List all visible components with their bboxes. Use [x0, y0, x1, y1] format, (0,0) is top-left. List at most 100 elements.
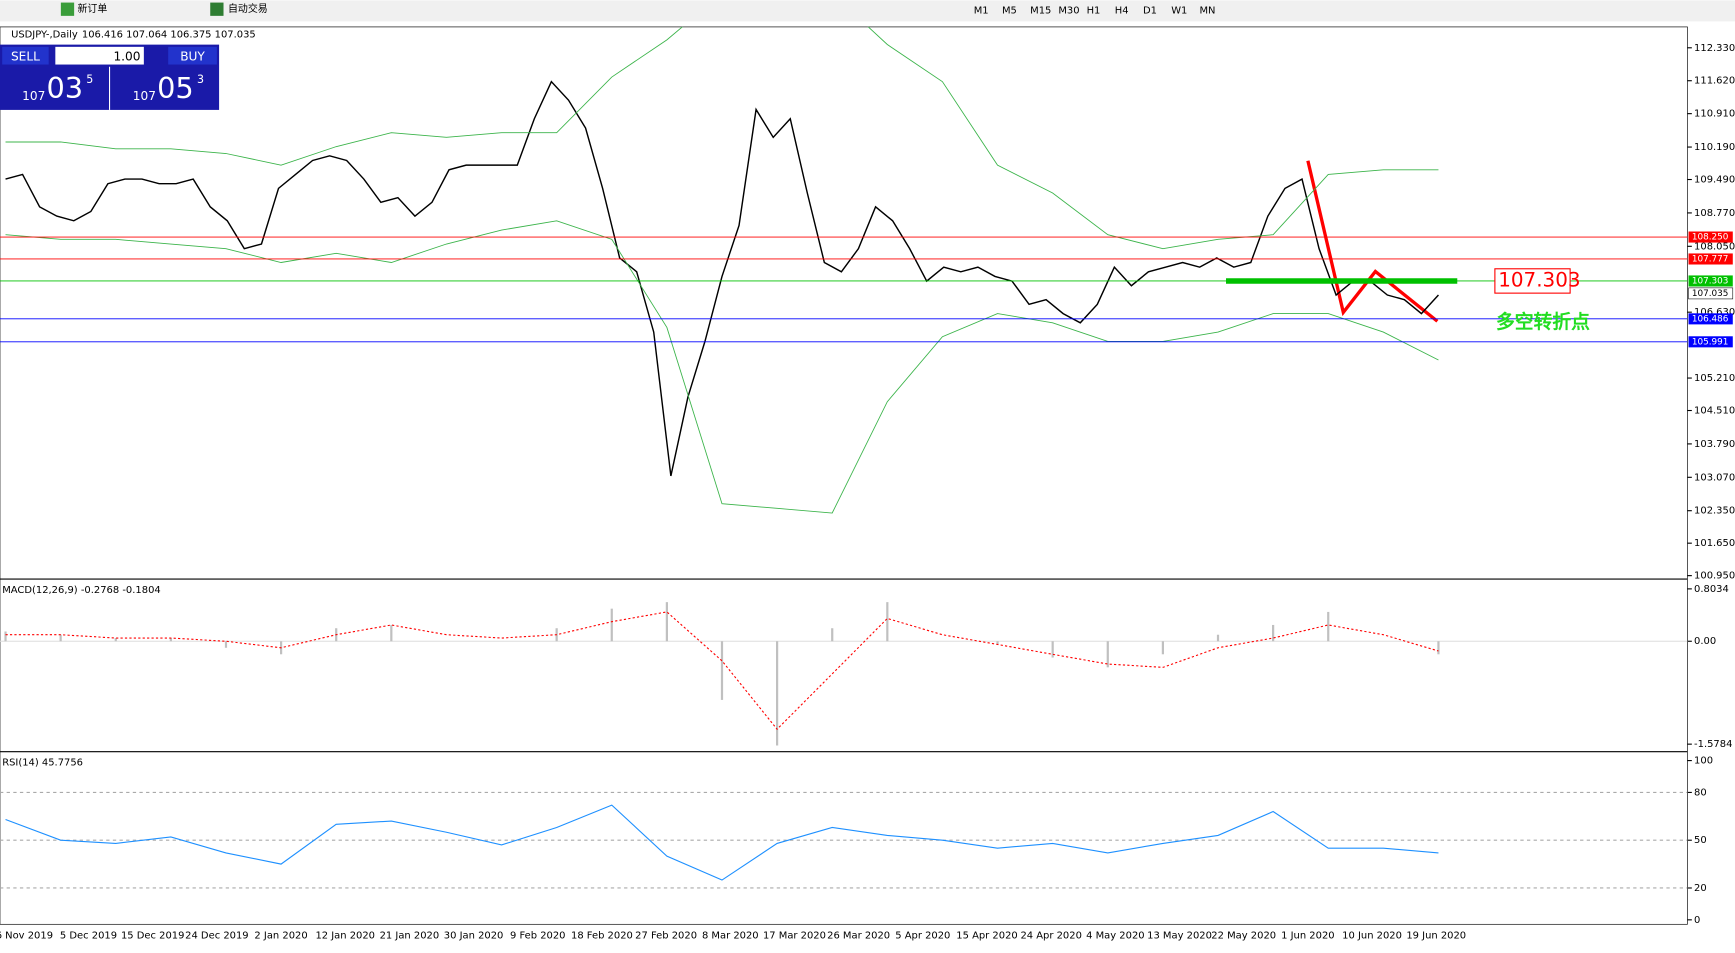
ohlc-header: 106.416 107.064 106.375 107.035	[82, 30, 256, 41]
signal-line	[5, 611, 1439, 731]
level-label: 105.991	[1692, 337, 1729, 347]
chart-title: USDJPY-,Daily	[11, 30, 78, 41]
rsi-line	[5, 804, 1439, 881]
y-tick-label: 108.770	[1694, 208, 1735, 219]
x-tick-label: 15 Dec 2019	[121, 930, 184, 941]
x-tick-label: 6 Nov 2019	[0, 930, 53, 941]
y-tick-label: -1.5784	[1694, 739, 1732, 750]
x-tick-label: 19 Jun 2020	[1406, 930, 1466, 941]
sell-price-small: 5	[86, 73, 93, 86]
y-tick-label: 103.790	[1694, 439, 1735, 450]
bollinger-band	[5, 26, 1439, 250]
y-tick-label: 104.510	[1694, 406, 1735, 417]
x-tick-label: 5 Apr 2020	[895, 930, 950, 941]
timeframe-button[interactable]: D1	[1143, 5, 1157, 16]
x-tick-label: 1 Jun 2020	[1281, 930, 1334, 941]
level-label: 107.777	[1692, 254, 1729, 264]
x-tick-label: 10 Jun 2020	[1342, 930, 1402, 941]
last-price-label: 107.035	[1692, 289, 1729, 299]
x-tick-label: 26 Mar 2020	[827, 930, 890, 941]
y-tick-label: 0.8034	[1694, 584, 1729, 595]
lot-value[interactable]: 1.00	[113, 49, 140, 63]
level-label-bg	[1688, 275, 1733, 287]
x-tick-label: 2 Jan 2020	[254, 930, 307, 941]
annotation-price: 107.303	[1498, 268, 1580, 291]
x-tick-label: 13 May 2020	[1147, 930, 1212, 941]
chart-frame	[0, 26, 1688, 925]
buy-button[interactable]	[168, 46, 217, 65]
y-tick-label: 112.330	[1694, 43, 1735, 54]
x-tick-label: 12 Jan 2020	[315, 930, 375, 941]
x-tick-label: 9 Feb 2020	[510, 930, 566, 941]
x-tick-label: 27 Feb 2020	[635, 930, 697, 941]
y-tick-label: 100.950	[1694, 571, 1735, 582]
y-tick-label: 105.210	[1694, 373, 1735, 384]
timeframe-button[interactable]: M15	[1030, 5, 1051, 16]
sell-label[interactable]: SELL	[11, 49, 40, 63]
y-tick-label: 110.910	[1694, 109, 1735, 120]
x-tick-label: 15 Apr 2020	[956, 930, 1017, 941]
y-tick-label: 108.050	[1694, 241, 1735, 252]
toolbar	[0, 0, 1735, 22]
timeframes: M1 M5 M15 M30 H1 H4 D1 W1 MN	[974, 5, 1216, 16]
y-tick-label: 101.650	[1694, 538, 1735, 549]
buy-label[interactable]: BUY	[180, 49, 205, 63]
x-tick-label: 24 Dec 2019	[185, 930, 248, 941]
annotation-box	[1494, 268, 1571, 294]
level-label: 107.303	[1692, 276, 1729, 286]
auto-trading[interactable]: 自动交易	[228, 2, 268, 15]
x-tick-label: 24 Apr 2020	[1020, 930, 1081, 941]
timeframe-button[interactable]: M1	[974, 5, 989, 16]
sell-price-mid: 03	[46, 71, 83, 105]
level-label-bg	[1688, 253, 1733, 265]
bollinger-band	[5, 220, 1439, 514]
x-tick-label: 18 Feb 2020	[571, 930, 633, 941]
x-tick-label: 30 Jan 2020	[444, 930, 504, 941]
lot-input[interactable]	[55, 46, 144, 65]
timeframe-button[interactable]: W1	[1171, 5, 1187, 16]
level-label-bg	[1688, 313, 1733, 325]
timeframe-button[interactable]: H4	[1115, 5, 1129, 16]
indicator-title: MACD(12,26,9) -0.2768 -0.1804	[2, 585, 161, 596]
x-tick-label: 21 Jan 2020	[380, 930, 440, 941]
level-label: 108.250	[1692, 233, 1729, 243]
annotation-text: 多空转折点	[1496, 310, 1590, 333]
timeframe-button[interactable]: H1	[1087, 5, 1101, 16]
price-line	[5, 80, 1439, 477]
y-tick-label: 50	[1694, 835, 1707, 846]
new-order-icon[interactable]	[60, 2, 75, 16]
level-label-bg	[1688, 231, 1733, 243]
buy-price-big: 107	[133, 89, 156, 103]
level-label-bg	[1688, 336, 1733, 348]
level-label: 106.486	[1692, 314, 1729, 324]
trade-panel: SELL 1.00 BUY 107 03 5 107 05 3	[0, 44, 220, 110]
y-tick-label: 20	[1694, 883, 1707, 894]
y-tick-label: 80	[1694, 787, 1707, 798]
auto-trading-icon[interactable]	[210, 2, 224, 16]
y-tick-label: 109.490	[1694, 175, 1735, 186]
y-tick-label: 0	[1694, 915, 1700, 926]
x-tick-label: 4 May 2020	[1086, 930, 1144, 941]
y-tick-label: 103.070	[1694, 472, 1735, 483]
y-tick-label: 0.00	[1694, 636, 1716, 647]
y-tick-label: 100	[1694, 756, 1713, 767]
y-tick-label: 110.190	[1694, 142, 1735, 153]
indicator-title: RSI(14) 45.7756	[2, 758, 83, 769]
y-tick-label: 102.350	[1694, 506, 1735, 517]
x-tick-label: 8 Mar 2020	[702, 930, 759, 941]
buy-price-small: 3	[197, 73, 204, 86]
sell-button[interactable]	[2, 46, 49, 65]
y-tick-label: 106.630	[1694, 307, 1735, 318]
last-price-bg	[1688, 287, 1734, 300]
x-tick-label: 17 Mar 2020	[763, 930, 826, 941]
new-order[interactable]: 新订单	[77, 2, 107, 15]
x-tick-label: 22 May 2020	[1211, 930, 1276, 941]
timeframe-button[interactable]: MN	[1199, 5, 1215, 16]
timeframe-button[interactable]: M5	[1002, 5, 1017, 16]
timeframe-button[interactable]: M30	[1058, 5, 1079, 16]
sell-price-big: 107	[22, 89, 45, 103]
x-tick-label: 5 Dec 2019	[60, 930, 117, 941]
buy-price-mid: 05	[157, 71, 194, 105]
